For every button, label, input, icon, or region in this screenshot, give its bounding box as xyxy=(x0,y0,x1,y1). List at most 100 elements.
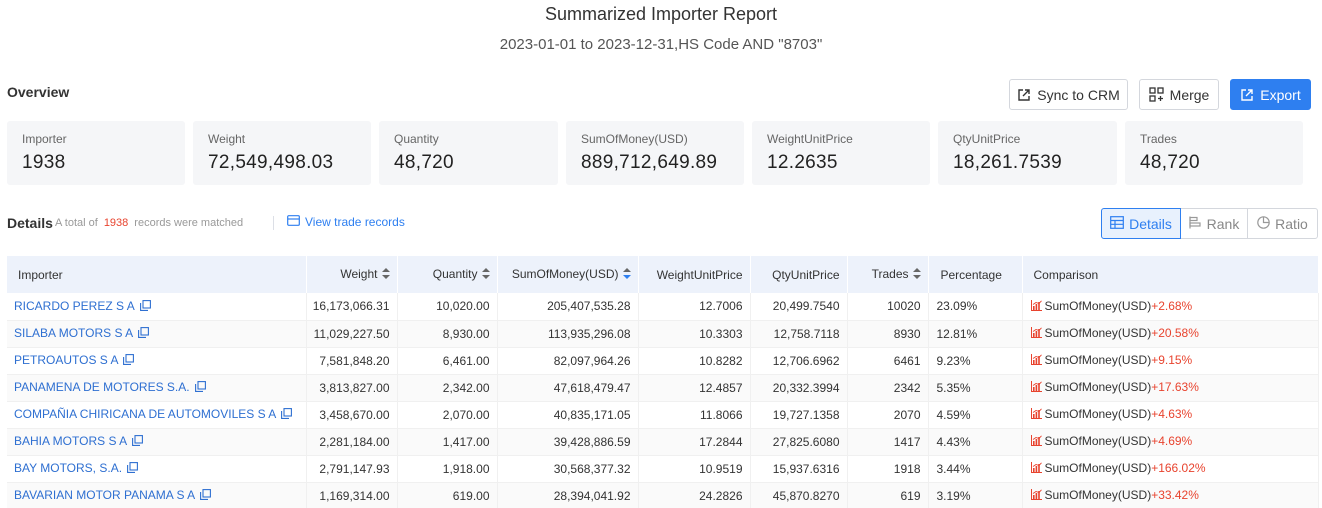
stat-card-trades: Trades 48,720 xyxy=(1125,121,1303,185)
table-row: BAVARIAN MOTOR PANAMA S A 1,169,314.00 6… xyxy=(7,482,1319,508)
comparison-cell[interactable]: SumOfMoney(USD)+4.69% xyxy=(1022,428,1319,456)
bar-chart-icon xyxy=(1030,354,1042,368)
importer-link[interactable]: BAVARIAN MOTOR PANAMA S A xyxy=(14,488,196,502)
view-toggle-details[interactable]: Details xyxy=(1101,208,1181,239)
sync-to-crm-label: Sync to CRM xyxy=(1037,86,1120,103)
sum-of-money-cell: 82,097,964.26 xyxy=(497,347,639,375)
rank-icon xyxy=(1189,216,1202,232)
percentage-cell: 23.09% xyxy=(928,293,1023,321)
table-row: BAY MOTORS, S.A. 2,791,147.93 1,918.00 3… xyxy=(7,455,1319,483)
comparison-cell[interactable]: SumOfMoney(USD)+17.63% xyxy=(1022,374,1319,402)
stat-card-importer: Importer 1938 xyxy=(7,121,185,185)
comparison-metric: SumOfMoney(USD) xyxy=(1044,461,1152,475)
comparison-metric: SumOfMoney(USD) xyxy=(1044,298,1152,313)
sort-icon[interactable] xyxy=(622,268,631,282)
copy-icon[interactable] xyxy=(281,408,293,422)
column-header-weight[interactable]: Weight xyxy=(306,256,398,293)
column-header-percentage: Percentage xyxy=(928,256,1023,293)
stat-label: Importer xyxy=(22,132,67,146)
comparison-metric: SumOfMoney(USD) xyxy=(1044,380,1152,394)
bar-chart-icon xyxy=(1030,299,1042,314)
copy-icon[interactable] xyxy=(127,462,138,476)
comparison-cell[interactable]: SumOfMoney(USD)+4.63% xyxy=(1022,401,1319,429)
copy-icon[interactable] xyxy=(123,354,135,368)
copy-icon[interactable] xyxy=(132,435,144,449)
merge-button[interactable]: Merge xyxy=(1139,79,1219,110)
view-trade-records-link[interactable]: View trade records xyxy=(287,215,405,229)
column-header-sum-of-money[interactable]: SumOfMoney(USD) xyxy=(497,256,639,293)
importer-cell: RICARDO PEREZ S A xyxy=(7,293,307,321)
qty-unit-price-cell: 45,870.8270 xyxy=(750,482,848,508)
importer-link[interactable]: PANAMENA DE MOTORES S.A. xyxy=(14,380,190,394)
copy-icon[interactable] xyxy=(138,327,150,341)
qty-unit-price-cell: 20,332.3994 xyxy=(750,374,848,402)
weight-unit-price-cell: 12.7006 xyxy=(638,293,751,321)
copy-icon[interactable] xyxy=(139,299,151,314)
comparison-metric: SumOfMoney(USD) xyxy=(1044,407,1152,421)
copy-icon[interactable] xyxy=(200,489,212,503)
overview-heading: Overview xyxy=(7,84,70,100)
view-toggle-ratio-label: Ratio xyxy=(1275,215,1308,232)
column-header-qty-unit-price: QtyUnitPrice xyxy=(750,256,848,293)
comparison-metric: SumOfMoney(USD) xyxy=(1044,326,1152,340)
sort-icon[interactable] xyxy=(481,268,490,282)
stat-value: 48,720 xyxy=(394,152,454,173)
percentage-cell: 4.59% xyxy=(928,401,1023,429)
report-title: Summarized Importer Report xyxy=(544,4,778,24)
column-header-quantity[interactable]: Quantity xyxy=(397,256,498,293)
comparison-cell[interactable]: SumOfMoney(USD)+9.15% xyxy=(1022,347,1319,375)
sync-icon xyxy=(1017,88,1031,102)
matched-prefix: A total of xyxy=(55,217,98,229)
weight-cell: 3,813,827.00 xyxy=(306,374,398,402)
sum-of-money-cell: 39,428,886.59 xyxy=(497,428,639,456)
quantity-cell: 2,070.00 xyxy=(397,401,498,429)
column-header-importer: Importer xyxy=(7,256,307,293)
bar-chart-icon xyxy=(1030,435,1042,449)
importer-table: Importer Weight Quantity SumOfMoney(USD)… xyxy=(7,256,1319,508)
comparison-cell[interactable]: SumOfMoney(USD)+33.42% xyxy=(1022,482,1319,508)
stat-value: 48,720 xyxy=(1140,152,1200,173)
qty-unit-price-cell: 12,706.6962 xyxy=(750,347,848,375)
comparison-change: +166.02% xyxy=(1151,461,1206,475)
importer-cell: PANAMENA DE MOTORES S.A. xyxy=(7,374,307,402)
comparison-cell[interactable]: SumOfMoney(USD)+20.58% xyxy=(1022,320,1319,348)
importer-cell: BAY MOTORS, S.A. xyxy=(7,455,307,483)
trades-cell: 1417 xyxy=(847,428,929,456)
percentage-cell: 3.44% xyxy=(928,455,1023,483)
sort-icon[interactable] xyxy=(381,268,390,282)
bar-chart-icon xyxy=(1030,381,1042,395)
percentage-cell: 4.43% xyxy=(928,428,1023,456)
comparison-cell[interactable]: SumOfMoney(USD)+166.02% xyxy=(1022,455,1319,483)
stat-label: Trades xyxy=(1140,132,1177,146)
quantity-cell: 1,417.00 xyxy=(397,428,498,456)
stat-value: 18,261.7539 xyxy=(953,152,1062,173)
comparison-change: +9.15% xyxy=(1151,353,1193,367)
importer-link[interactable]: RICARDO PEREZ S A xyxy=(14,298,135,313)
importer-link[interactable]: SILABA MOTORS S A xyxy=(14,326,134,340)
weight-cell: 11,029,227.50 xyxy=(306,320,398,348)
view-toggle-rank[interactable]: Rank xyxy=(1180,208,1248,239)
table-row: RICARDO PEREZ S A 16,173,066.31 10,020.0… xyxy=(7,293,1319,321)
sort-icon[interactable] xyxy=(912,268,921,282)
importer-link[interactable]: BAHIA MOTORS S A xyxy=(14,434,128,448)
importer-link[interactable]: PETROAUTOS S A xyxy=(14,353,119,367)
importer-link[interactable]: BAY MOTORS, S.A. xyxy=(14,461,123,475)
pie-chart-icon xyxy=(1257,215,1270,232)
comparison-cell[interactable]: SumOfMoney(USD)+2.68% xyxy=(1022,293,1319,321)
view-toggle-ratio[interactable]: Ratio xyxy=(1247,208,1318,239)
column-header-trades[interactable]: Trades xyxy=(847,256,929,293)
stat-value: 72,549,498.03 xyxy=(208,152,334,173)
sum-of-money-cell: 30,568,377.32 xyxy=(497,455,639,483)
export-button[interactable]: Export xyxy=(1230,79,1311,110)
stat-value: 1938 xyxy=(22,152,66,173)
sync-to-crm-button[interactable]: Sync to CRM xyxy=(1009,79,1128,110)
quantity-cell: 8,930.00 xyxy=(397,320,498,348)
quantity-cell: 2,342.00 xyxy=(397,374,498,402)
comparison-change: +2.68% xyxy=(1151,298,1193,313)
copy-icon[interactable] xyxy=(194,381,206,395)
importer-link[interactable]: COMPAÑIA CHIRICANA DE AUTOMOVILES S A xyxy=(14,407,277,421)
table-icon xyxy=(1110,215,1124,232)
quantity-cell: 1,918.00 xyxy=(397,455,498,483)
qty-unit-price-cell: 15,937.6316 xyxy=(750,455,848,483)
weight-cell: 16,173,066.31 xyxy=(306,293,398,321)
